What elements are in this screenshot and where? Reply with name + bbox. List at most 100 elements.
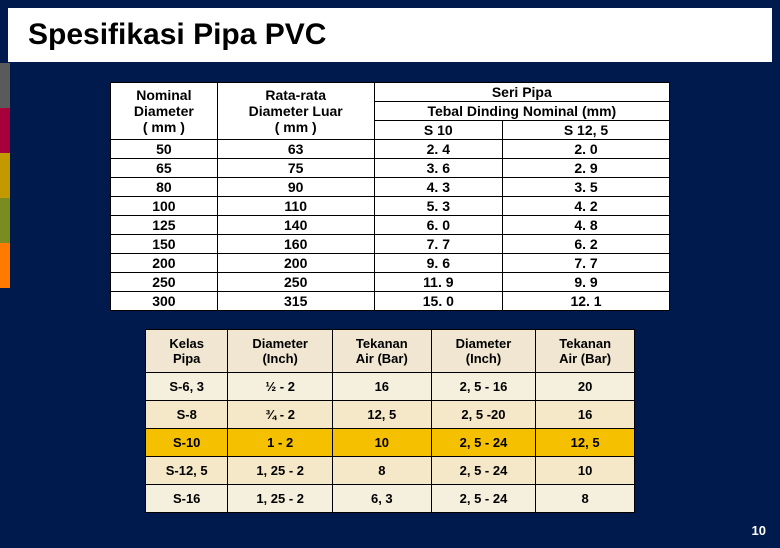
table-row: 1001105. 34. 2 <box>111 197 670 216</box>
text: ( mm ) <box>143 119 185 135</box>
table-row: 2002009. 67. 7 <box>111 254 670 273</box>
cell: 11. 9 <box>374 273 502 292</box>
cell: 2. 4 <box>374 140 502 159</box>
cell: 6. 2 <box>503 235 670 254</box>
text: Nominal <box>136 87 191 103</box>
swatch <box>0 63 10 108</box>
cell: ½ - 2 <box>228 373 333 401</box>
cell: 160 <box>217 235 374 254</box>
col-nominal-header: Nominal Diameter ( mm ) <box>111 83 218 140</box>
text: Pipa <box>173 351 200 366</box>
table-row: S-161, 25 - 26, 32, 5 - 248 <box>146 485 635 513</box>
text: Kelas <box>169 336 204 351</box>
cell: 10 <box>332 429 431 457</box>
cell: 8 <box>536 485 635 513</box>
cell: S-8 <box>146 401 228 429</box>
cell: 16 <box>536 401 635 429</box>
col-tebal-header: Tebal Dinding Nominal (mm) <box>374 102 669 121</box>
col-seri-header: Seri Pipa <box>374 83 669 102</box>
table-row: 80904. 33. 5 <box>111 178 670 197</box>
pipe-class-table: Kelas Pipa Diameter (Inch) Tekanan Air (… <box>145 329 635 513</box>
col-tek2-header: Tekanan Air (Bar) <box>536 330 635 373</box>
cell: 100 <box>111 197 218 216</box>
cell: 250 <box>217 273 374 292</box>
cell: 63 <box>217 140 374 159</box>
text: Tekanan <box>559 336 611 351</box>
swatch <box>0 108 10 153</box>
pipe-spec-table: Nominal Diameter ( mm ) Rata-rata Diamet… <box>110 82 670 311</box>
cell: 2, 5 - 24 <box>431 429 536 457</box>
cell: 2, 5 - 24 <box>431 457 536 485</box>
table-row: S-101 - 2102, 5 - 2412, 5 <box>146 429 635 457</box>
col-dia2-header: Diameter (Inch) <box>431 330 536 373</box>
cell: 3. 6 <box>374 159 502 178</box>
table-row: 50632. 42. 0 <box>111 140 670 159</box>
cell: 1, 25 - 2 <box>228 485 333 513</box>
cell: 9. 6 <box>374 254 502 273</box>
text: (Inch) <box>466 351 501 366</box>
cell: 90 <box>217 178 374 197</box>
table-row: 25025011. 99. 9 <box>111 273 670 292</box>
cell: 2, 5 -20 <box>431 401 536 429</box>
text: Rata-rata <box>265 87 326 103</box>
cell: 250 <box>111 273 218 292</box>
cell: 125 <box>111 216 218 235</box>
cell: 15. 0 <box>374 292 502 311</box>
text: Diameter <box>252 336 308 351</box>
cell: 140 <box>217 216 374 235</box>
text: Diameter Luar <box>249 103 343 119</box>
text: Diameter <box>134 103 194 119</box>
cell: 12, 5 <box>536 429 635 457</box>
col-kelas-header: Kelas Pipa <box>146 330 228 373</box>
table-row: S-6, 3½ - 2162, 5 - 1620 <box>146 373 635 401</box>
cell: 50 <box>111 140 218 159</box>
page-title: Spesifikasi Pipa PVC <box>28 18 752 52</box>
col-dia1-header: Diameter (Inch) <box>228 330 333 373</box>
cell: S-6, 3 <box>146 373 228 401</box>
col-tek1-header: Tekanan Air (Bar) <box>332 330 431 373</box>
col-rata-header: Rata-rata Diameter Luar ( mm ) <box>217 83 374 140</box>
cell: 9. 9 <box>503 273 670 292</box>
cell: 7. 7 <box>374 235 502 254</box>
swatch <box>0 198 10 243</box>
text: (Inch) <box>262 351 297 366</box>
text: ( mm ) <box>275 119 317 135</box>
cell: 1, 25 - 2 <box>228 457 333 485</box>
cell: 110 <box>217 197 374 216</box>
page-number: 10 <box>752 523 766 538</box>
swatch <box>0 153 10 198</box>
cell: 4. 3 <box>374 178 502 197</box>
table-row: 65753. 62. 9 <box>111 159 670 178</box>
text: Air (Bar) <box>356 351 408 366</box>
cell: ¾ - 2 <box>228 401 333 429</box>
cell: 2, 5 - 24 <box>431 485 536 513</box>
cell: 2. 0 <box>503 140 670 159</box>
table-row: 1501607. 76. 2 <box>111 235 670 254</box>
table-row: 30031515. 012. 1 <box>111 292 670 311</box>
cell: 5. 3 <box>374 197 502 216</box>
cell: 20 <box>536 373 635 401</box>
color-sidebar <box>0 63 10 288</box>
cell: 3. 5 <box>503 178 670 197</box>
swatch <box>0 243 10 288</box>
cell: 200 <box>111 254 218 273</box>
text: Tekanan <box>356 336 408 351</box>
cell: 2. 9 <box>503 159 670 178</box>
cell: 6. 0 <box>374 216 502 235</box>
cell: 80 <box>111 178 218 197</box>
cell: 1 - 2 <box>228 429 333 457</box>
cell: 12, 5 <box>332 401 431 429</box>
cell: 16 <box>332 373 431 401</box>
cell: 75 <box>217 159 374 178</box>
cell: 150 <box>111 235 218 254</box>
cell: 10 <box>536 457 635 485</box>
cell: 7. 7 <box>503 254 670 273</box>
cell: 2, 5 - 16 <box>431 373 536 401</box>
cell: 8 <box>332 457 431 485</box>
text: Diameter <box>456 336 512 351</box>
table-row: S-12, 51, 25 - 282, 5 - 2410 <box>146 457 635 485</box>
cell: 4. 8 <box>503 216 670 235</box>
cell: S-10 <box>146 429 228 457</box>
cell: 12. 1 <box>503 292 670 311</box>
cell: 6, 3 <box>332 485 431 513</box>
